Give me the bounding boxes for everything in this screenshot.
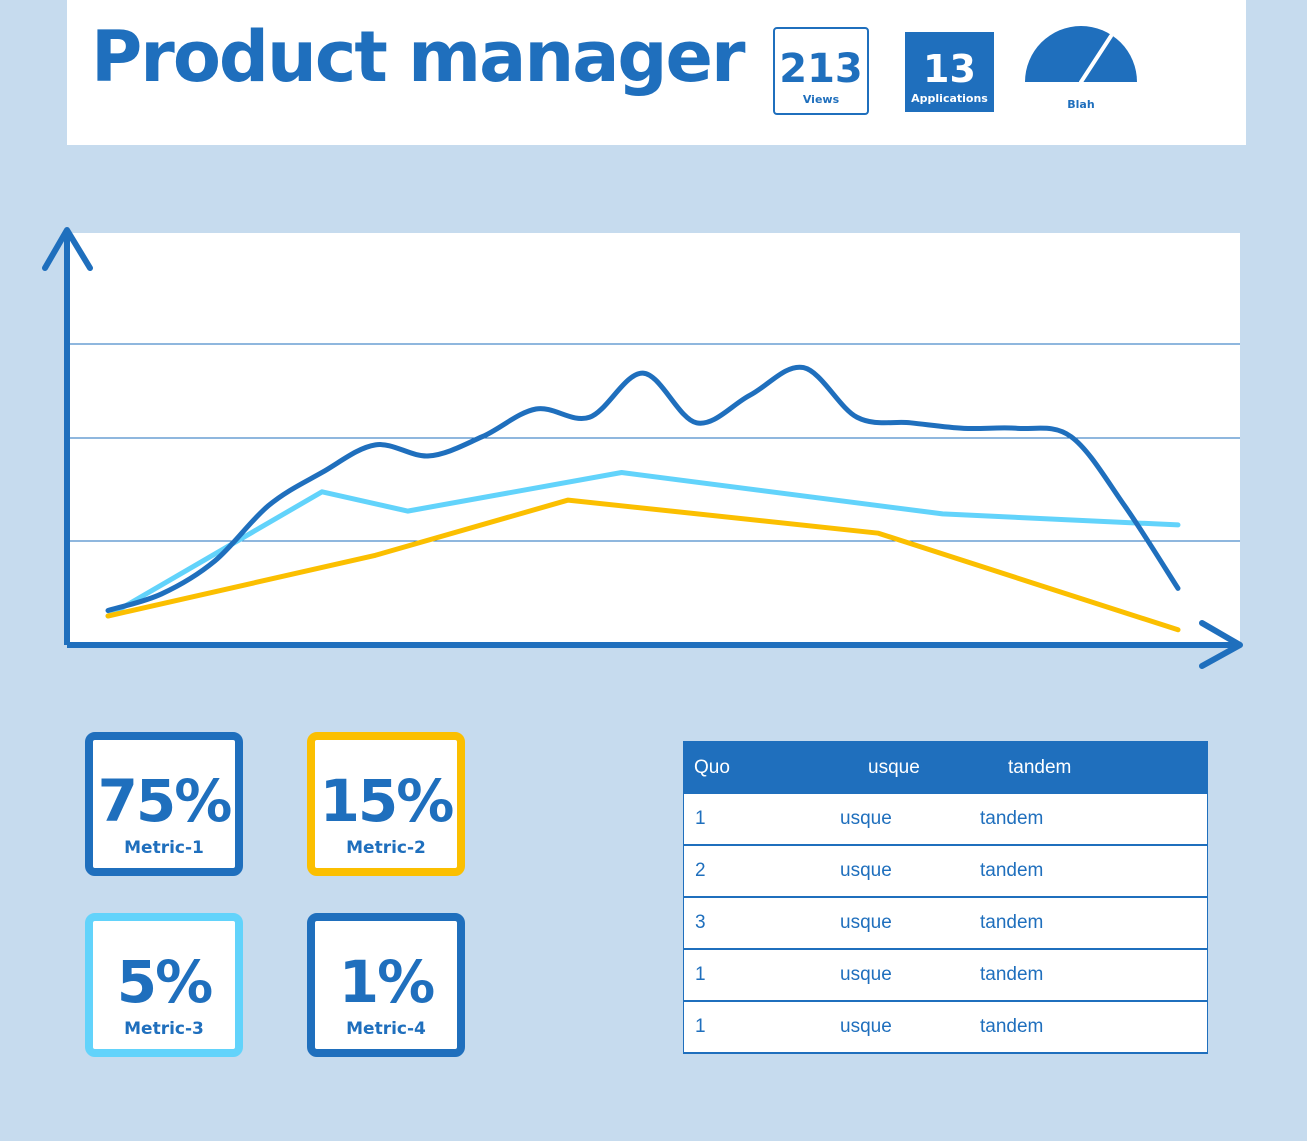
table-cell: usque (840, 964, 892, 985)
table-cell: tandem (980, 1016, 1044, 1037)
table-row[interactable]: 3 usque tandem (683, 898, 1208, 950)
views-count: 213 (779, 46, 863, 92)
chart-plot-area (67, 233, 1240, 645)
gauge-label: Blah (1067, 98, 1095, 111)
metric-value: 15% (319, 767, 455, 835)
table-row[interactable]: 1 usque tandem (683, 794, 1208, 846)
chart-series-line (105, 469, 1181, 619)
table-row[interactable]: 1 usque tandem (683, 1002, 1208, 1054)
metric-value: 1% (338, 948, 435, 1016)
gauge-icon (1023, 26, 1139, 98)
table-cell: 1 (695, 808, 706, 829)
metric-value: 75% (97, 767, 233, 835)
views-stat[interactable]: 213 Views (773, 27, 869, 115)
table-cell: tandem (980, 808, 1044, 829)
table-cell: usque (840, 860, 892, 881)
chart-series-line (105, 364, 1181, 613)
table-cell: 2 (695, 860, 706, 881)
views-label: Views (802, 93, 840, 106)
data-table: Quo usque tandem 1 usque tandem 2 usque … (683, 741, 1208, 1054)
page-title: Product manager (91, 16, 746, 98)
table-cell: usque (840, 1016, 892, 1037)
chart-series-line (105, 497, 1181, 633)
table-header-cell[interactable]: tandem (1008, 756, 1072, 778)
line-chart (42, 227, 1243, 669)
table-cell: usque (840, 912, 892, 933)
table-cell: tandem (980, 964, 1044, 985)
applications-stat[interactable]: 13 Applications (905, 32, 994, 112)
table-cell: 1 (695, 1016, 706, 1037)
metric-3-card[interactable]: 5% Metric-3 (85, 913, 243, 1057)
table-cell: 1 (695, 964, 706, 985)
table-row[interactable]: 2 usque tandem (683, 846, 1208, 898)
metric-label: Metric-2 (346, 838, 426, 858)
table-cell: 3 (695, 912, 706, 933)
applications-count: 13 (923, 47, 976, 91)
table-cell: tandem (980, 912, 1044, 933)
table-header: Quo usque tandem (683, 741, 1208, 794)
metric-label: Metric-4 (346, 1019, 426, 1039)
metric-4-card[interactable]: 1% Metric-4 (307, 913, 465, 1057)
gauge-widget[interactable]: Blah (1023, 22, 1139, 122)
metric-label: Metric-3 (124, 1019, 204, 1039)
metric-1-card[interactable]: 75% Metric-1 (85, 732, 243, 876)
applications-label: Applications (911, 92, 988, 105)
metric-label: Metric-1 (124, 838, 204, 858)
chart-axes (42, 227, 1243, 669)
table-cell: usque (840, 808, 892, 829)
metric-2-card[interactable]: 15% Metric-2 (307, 732, 465, 876)
table-row[interactable]: 1 usque tandem (683, 950, 1208, 1002)
table-header-cell[interactable]: Quo (694, 756, 730, 778)
header-bar: Product manager 213 Views 13 Application… (67, 0, 1246, 145)
table-cell: tandem (980, 860, 1044, 881)
metric-value: 5% (116, 948, 213, 1016)
table-header-cell[interactable]: usque (868, 756, 920, 778)
